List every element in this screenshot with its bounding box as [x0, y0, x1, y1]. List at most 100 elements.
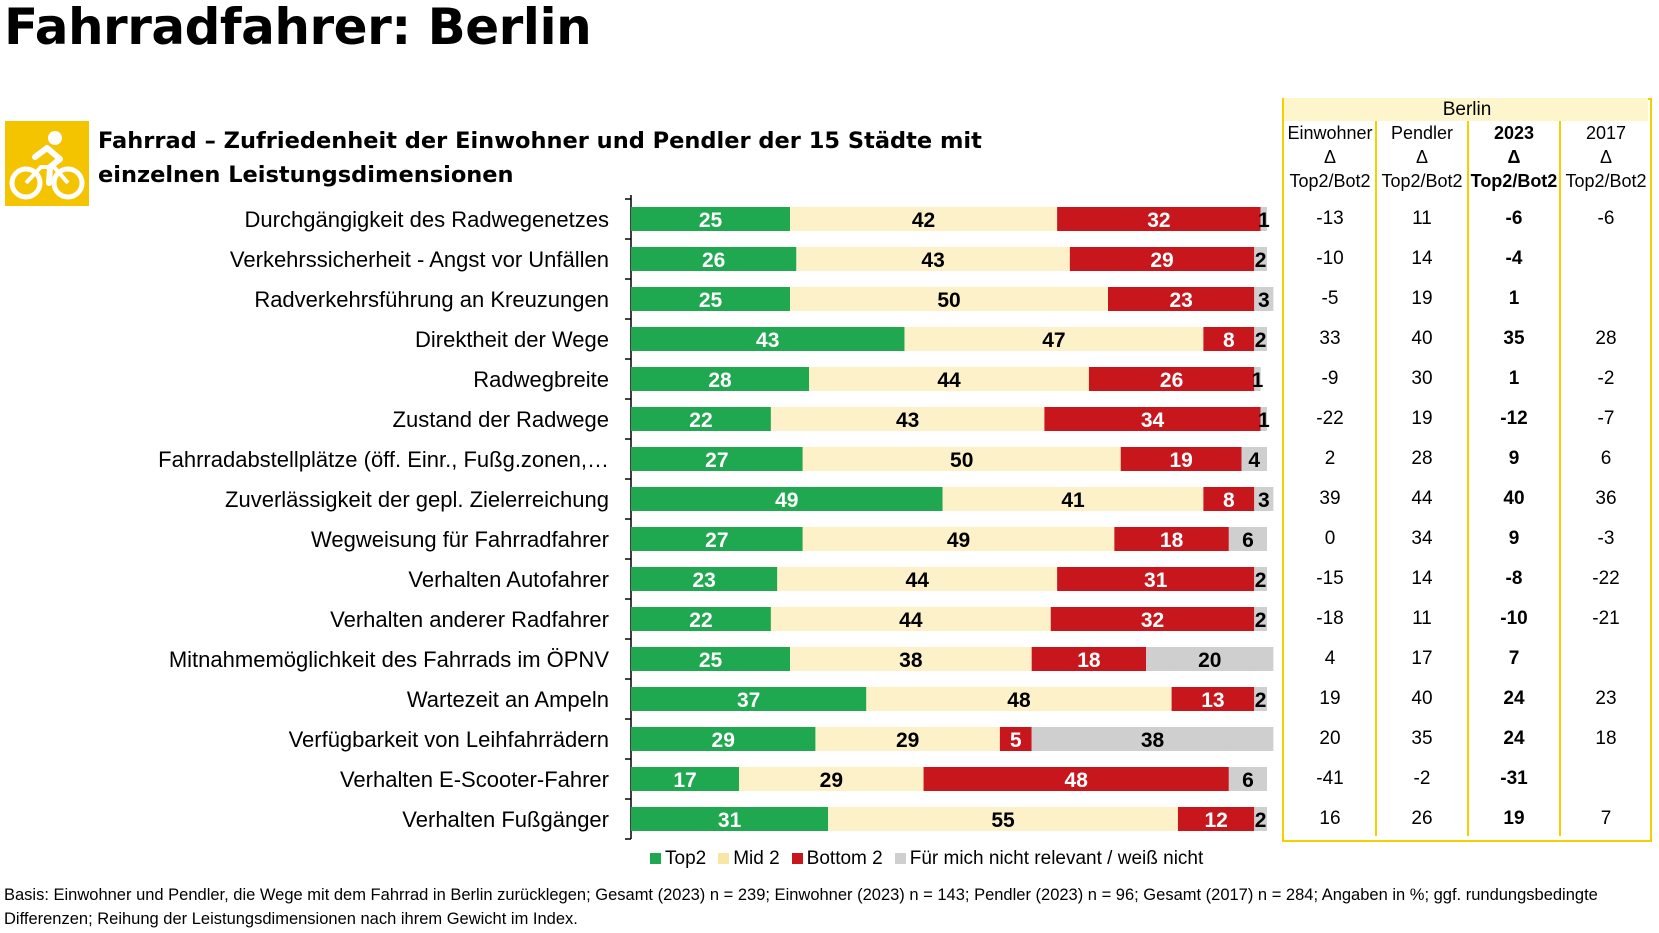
bar-segment: [1069, 247, 1255, 271]
table-cell: 35: [1411, 728, 1433, 749]
table-cell: -13: [1316, 208, 1344, 229]
bar-segment: [631, 807, 829, 831]
bar-segment: [1203, 327, 1255, 351]
bar-segment: [1120, 447, 1242, 471]
data-label: 26: [702, 249, 725, 272]
bar-segment: [1050, 607, 1255, 631]
data-label: 8: [1223, 329, 1235, 352]
bar-segment: [631, 407, 771, 431]
table-cell: 2: [1324, 448, 1336, 469]
bar-segment: [631, 727, 816, 751]
table-header-cell: Pendler: [1390, 123, 1454, 143]
category-label: Durchgängigkeit des Radwegenetzes: [245, 207, 609, 232]
bar-segment: [1177, 807, 1255, 831]
bar-segment: [802, 447, 1121, 471]
data-label: 44: [906, 569, 930, 592]
table-column-separator: [1375, 121, 1377, 836]
data-label: 26: [1160, 369, 1183, 392]
data-label: 5: [1010, 729, 1022, 752]
data-label: 42: [912, 209, 935, 232]
table-cell: -6: [1597, 208, 1615, 229]
data-label: 43: [921, 249, 944, 272]
data-label: 47: [1042, 329, 1065, 352]
legend-label: Für mich nicht relevant / weiß nicht: [909, 848, 1204, 869]
table-cell: 44: [1411, 488, 1433, 509]
bar-segment: [770, 407, 1045, 431]
category-label: Zuverlässigkeit der gepl. Zielerreichung: [225, 487, 609, 512]
data-label: 2: [1255, 249, 1267, 272]
table-header-cell: 2017: [1585, 123, 1627, 143]
data-label: 43: [896, 409, 919, 432]
category-label: Radverkehrsführung an Kreuzungen: [254, 287, 609, 312]
data-label: 12: [1204, 809, 1227, 832]
table-cell: 16: [1319, 808, 1341, 829]
bar-segment: [866, 687, 1172, 711]
table-cell: 40: [1411, 328, 1433, 349]
bicycle-icon: [5, 121, 89, 206]
table-cell: -3: [1597, 528, 1615, 549]
data-label: 48: [1007, 689, 1031, 712]
table-cell: 40: [1503, 488, 1525, 509]
legend-item: Für mich nicht relevant / weiß nicht: [894, 848, 1204, 870]
data-label: 18: [1160, 529, 1184, 552]
data-label: 44: [937, 369, 961, 392]
data-label: 4: [1248, 449, 1260, 472]
table-cell: 28: [1411, 448, 1433, 469]
bar-segment: [790, 287, 1108, 311]
table-column-separator: [1559, 121, 1561, 836]
bar-segment: [631, 647, 790, 671]
data-label: 29: [1150, 249, 1173, 272]
category-label: Mitnahmemöglichkeit des Fahrrads im ÖPNV: [169, 647, 609, 672]
table-cell: 18: [1595, 728, 1617, 749]
category-label: Wegweisung für Fahrradfahrer: [311, 527, 609, 552]
bar-segment: [1254, 607, 1267, 631]
bar-segment: [1254, 807, 1267, 831]
bar-segment: [631, 447, 803, 471]
data-label: 6: [1242, 529, 1254, 552]
bar-segment: [631, 487, 943, 511]
category-label: Direktheit der Wege: [415, 327, 609, 352]
data-label: 38: [1141, 729, 1165, 752]
table-cell: -18: [1316, 608, 1344, 629]
bar-segment: [631, 607, 771, 631]
bar-segment: [1057, 207, 1261, 231]
data-label: 44: [899, 609, 923, 632]
table-cell: 39: [1319, 488, 1341, 509]
bar-segment: [1260, 207, 1267, 231]
table-cell: 23: [1595, 688, 1617, 709]
table-cell: 24: [1503, 688, 1525, 709]
table-cell: -8: [1505, 568, 1523, 589]
table-cell: -7: [1597, 408, 1615, 429]
data-label: 13: [1201, 689, 1224, 712]
table-cell: 33: [1319, 328, 1341, 349]
bar-segment: [631, 687, 867, 711]
table-cell: -41: [1316, 768, 1344, 789]
table-cell: 6: [1600, 448, 1612, 469]
bar-segment: [1088, 367, 1255, 391]
data-label: 27: [705, 449, 728, 472]
legend-item: Mid 2: [718, 848, 780, 870]
data-label: 23: [692, 569, 715, 592]
table-cell: 4: [1324, 648, 1336, 669]
table-header-cell: 2023: [1493, 123, 1535, 143]
bar-segment: [1171, 687, 1255, 711]
bar-segment: [999, 727, 1032, 751]
data-label: 29: [896, 729, 919, 752]
table-cell: -22: [1316, 408, 1344, 429]
data-label: 20: [1198, 649, 1221, 672]
bar-segment: [942, 487, 1204, 511]
data-label: 25: [699, 209, 723, 232]
bar-segment: [828, 807, 1178, 831]
legend-swatch: [894, 853, 906, 864]
table-cell: 11: [1412, 608, 1432, 629]
bar-segment: [631, 247, 797, 271]
legend-label: Mid 2: [733, 848, 780, 869]
bar-segment: [809, 367, 1089, 391]
legend-item: Top2: [650, 848, 706, 870]
table-cell: 19: [1319, 688, 1341, 709]
bar-segment: [739, 767, 924, 791]
data-label: 25: [699, 649, 723, 672]
table-title: Berlin: [1442, 99, 1492, 120]
page-title: Fahrradfahrer: Berlin: [4, 0, 592, 56]
table-header-cell: Einwohner: [1287, 123, 1373, 143]
